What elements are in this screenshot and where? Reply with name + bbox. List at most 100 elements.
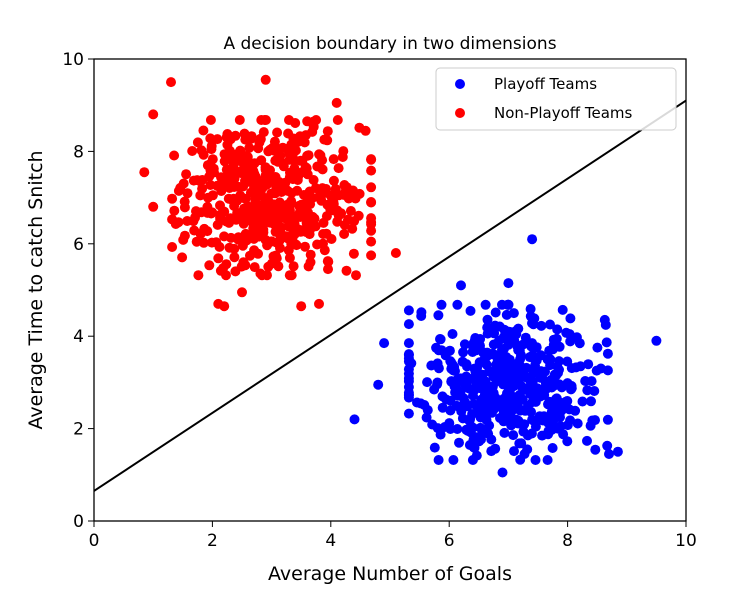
playoff-team-point bbox=[518, 426, 529, 437]
playoff-team-point bbox=[476, 434, 486, 445]
playoff-team-point bbox=[403, 408, 414, 419]
playoff-team-point bbox=[612, 446, 623, 457]
playoff-team-point bbox=[447, 329, 458, 339]
playoff-team-point bbox=[461, 375, 472, 386]
non-playoff-team-point bbox=[328, 154, 339, 165]
playoff-team-point bbox=[403, 350, 414, 360]
non-playoff-team-point bbox=[347, 223, 358, 234]
non-playoff-team-point bbox=[213, 253, 224, 264]
playoff-team-point bbox=[562, 436, 573, 447]
playoff-team-point bbox=[521, 362, 532, 373]
non-playoff-team-point bbox=[166, 77, 176, 88]
non-playoff-team-point bbox=[318, 217, 329, 228]
non-playoff-team-point bbox=[274, 177, 285, 188]
playoff-team-point bbox=[602, 365, 613, 376]
non-playoff-team-point bbox=[249, 245, 260, 256]
non-playoff-team-point bbox=[337, 152, 348, 162]
playoff-team-point bbox=[455, 387, 466, 397]
playoff-team-point bbox=[421, 412, 432, 423]
non-playoff-team-point bbox=[273, 261, 284, 272]
non-playoff-team-point bbox=[214, 241, 225, 252]
non-playoff-team-point bbox=[229, 201, 240, 211]
y-tick-label: 6 bbox=[73, 235, 84, 255]
non-playoff-team-point bbox=[325, 190, 336, 201]
playoff-team-point bbox=[550, 412, 560, 423]
non-playoff-team-point bbox=[148, 109, 159, 120]
non-playoff-team-point bbox=[207, 190, 218, 201]
non-playoff-team-point bbox=[300, 130, 311, 141]
playoff-team-point bbox=[444, 418, 455, 429]
non-playoff-team-point bbox=[167, 242, 178, 252]
playoff-team-point bbox=[467, 409, 478, 419]
non-playoff-team-point bbox=[234, 115, 245, 125]
non-playoff-team-point bbox=[224, 183, 235, 193]
playoff-team-point bbox=[562, 396, 573, 406]
non-playoff-team-point bbox=[196, 145, 207, 156]
playoff-team-point bbox=[436, 299, 447, 310]
non-playoff-team-point bbox=[226, 152, 237, 163]
non-playoff-team-point bbox=[212, 219, 223, 230]
playoff-team-point bbox=[422, 377, 433, 388]
playoff-team-point bbox=[509, 446, 519, 457]
playoff-team-point bbox=[571, 362, 582, 373]
non-playoff-team-point bbox=[300, 241, 310, 252]
non-playoff-team-point bbox=[295, 155, 306, 166]
legend-box bbox=[435, 67, 677, 131]
non-playoff-team-point bbox=[296, 199, 307, 210]
non-playoff-team-point bbox=[284, 252, 295, 263]
non-playoff-team-point bbox=[177, 252, 188, 263]
non-playoff-team-point bbox=[366, 250, 377, 261]
playoff-team-point bbox=[525, 311, 536, 322]
non-playoff-team-point bbox=[244, 142, 255, 153]
playoff-team-point bbox=[481, 382, 492, 393]
non-playoff-team-point bbox=[304, 186, 315, 197]
playoff-team-point bbox=[552, 423, 563, 434]
non-playoff-team-point bbox=[331, 97, 342, 108]
non-playoff-team-point bbox=[209, 167, 219, 178]
playoff-team-point bbox=[437, 391, 448, 402]
non-playoff-team-point bbox=[281, 200, 292, 211]
non-playoff-team-point bbox=[260, 74, 271, 85]
playoff-team-point bbox=[373, 379, 384, 390]
playoff-team-point bbox=[462, 361, 472, 372]
non-playoff-team-point bbox=[360, 125, 371, 136]
playoff-team-point bbox=[602, 348, 613, 359]
non-playoff-team-point bbox=[219, 301, 230, 312]
playoff-team-point bbox=[582, 435, 592, 446]
playoff-team-point bbox=[505, 384, 516, 394]
playoff-team-point bbox=[551, 393, 562, 404]
non-playoff-team-point bbox=[322, 256, 333, 267]
playoff-team-point bbox=[486, 434, 497, 445]
non-playoff-team-point bbox=[278, 184, 289, 195]
non-playoff-team-point bbox=[182, 188, 193, 199]
playoff-team-point bbox=[492, 374, 502, 385]
playoff-team-point bbox=[590, 444, 601, 455]
non-playoff-team-point bbox=[253, 214, 264, 225]
non-playoff-team-point bbox=[215, 265, 226, 276]
playoff-team-point bbox=[403, 319, 414, 330]
playoff-team-point bbox=[536, 320, 547, 331]
playoff-team-point bbox=[426, 360, 437, 371]
playoff-team-point bbox=[519, 419, 530, 430]
non-playoff-team-point bbox=[139, 167, 150, 178]
playoff-team-point bbox=[456, 280, 466, 291]
playoff-team-point bbox=[557, 304, 568, 315]
playoff-team-point bbox=[543, 418, 554, 428]
playoff-team-point bbox=[509, 369, 520, 380]
non-playoff-team-point bbox=[195, 228, 206, 239]
playoff-team-point bbox=[562, 356, 573, 367]
non-playoff-team-point bbox=[348, 248, 359, 259]
non-playoff-team-point bbox=[237, 156, 247, 167]
non-playoff-team-point bbox=[225, 213, 236, 224]
non-playoff-team-point bbox=[272, 212, 283, 223]
non-playoff-team-point bbox=[224, 242, 235, 253]
non-playoff-team-point bbox=[366, 197, 377, 208]
playoff-team-point bbox=[508, 430, 519, 441]
playoff-team-point bbox=[433, 310, 444, 321]
playoff-team-point bbox=[433, 455, 444, 465]
playoff-team-point bbox=[516, 381, 527, 392]
non-playoff-team-point bbox=[323, 264, 333, 275]
playoff-team-point bbox=[445, 405, 456, 416]
playoff-team-point bbox=[406, 358, 417, 369]
playoff-team-point bbox=[465, 305, 476, 316]
